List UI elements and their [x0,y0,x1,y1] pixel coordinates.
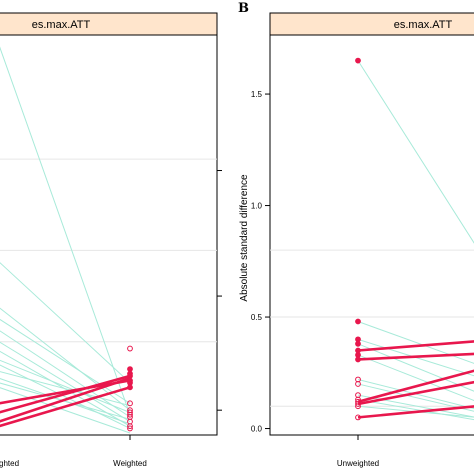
panel-b-point-unweighted [355,340,361,347]
panel-a-point-weighted [127,411,133,418]
panel-a-point-weighted [127,425,133,432]
panel-a-series-line-decreased [0,46,131,415]
panel-b-series-line-decreased [357,338,474,377]
panel-a-series-line-decreased [0,387,131,434]
panel-a-series [0,46,131,434]
panel-a-x-tick-label-unweighted: ghted [0,459,19,468]
panel-b-letter: B [238,1,249,16]
panel-a-x-tick-label-weighted: Weighted [113,459,147,468]
panel-b-point-unweighted [355,403,361,410]
panel-b-series-line-increased [357,340,474,352]
panel-b-series-line-decreased [357,383,474,412]
panel-b-y-tick-label: 0.5 [251,313,263,322]
panel-a-series-line-increased [0,374,131,414]
panel-b-y-tick-label: 1.5 [251,90,263,99]
panel-b-points [355,57,361,421]
panel-b-series-line-decreased [357,378,474,410]
panel-b-y-axis: 0.0 0.5 1.0 1.5 [251,90,270,434]
panel-b-series-line-increased [357,380,474,406]
panel-b-x-tick-label-unweighted: Unweighted [337,459,379,468]
panel-b-series-line-increased [357,405,474,419]
panel-a-point-weighted [127,423,133,430]
panel-b-series [357,60,474,421]
panel-b-strip-label: es.max.ATT [394,19,453,31]
panel-b-series-line-decreased [357,405,474,418]
panel-a-series-line-decreased [0,318,131,404]
panel-b-series-line-decreased [357,321,474,364]
panel-a-series-line-decreased [0,330,131,418]
panel-b-y-tick-label: 1.0 [251,202,263,211]
panel-a-series-line-decreased [0,341,131,423]
panel-b-y-tick-label: 0.0 [251,425,263,434]
panel-b-point-unweighted [355,381,361,387]
panel-b-frame [269,34,474,436]
panel-a-point-weighted [127,384,133,391]
panel-b-series-line-increased [357,369,474,404]
panel-a-series-line-increased [0,386,131,428]
panel-a-series-line-decreased [0,371,131,407]
panel-a-series-line-decreased [0,364,131,429]
panel-b-point-unweighted [355,318,361,325]
panel-b-y-axis-title: Absolute standard difference [239,174,250,302]
panel-b-point-unweighted [355,57,361,64]
panel-a: es.max.ATT ghted Weighted [0,12,222,468]
panel-a-series-line-decreased [0,359,131,413]
panel-a-point-weighted [127,345,133,352]
panel-a-reference-lines [0,158,217,343]
panel-a-strip-label: es.max.ATT [32,19,91,31]
panel-b-point-unweighted [355,356,361,363]
panel-a-right-ticks [217,170,222,411]
panel-a-series-line-increased [0,379,131,405]
panel-b: B es.max.ATT 0.0 0.5 1.0 1.5 Unweighted Abs… [238,1,474,468]
panel-b-series-line-decreased [357,60,474,244]
panel-a-series-line-decreased [0,262,131,384]
panel-b-point-unweighted [355,401,361,407]
panel-a-points [127,345,133,432]
panel-a-point-weighted [127,400,133,407]
panel-b-reference-lines [270,249,474,407]
panel-a-frame [0,34,218,436]
panel-b-series-line-decreased [357,343,474,392]
panel-b-point-unweighted [355,414,361,421]
panel-b-series-line-increased [357,352,474,361]
